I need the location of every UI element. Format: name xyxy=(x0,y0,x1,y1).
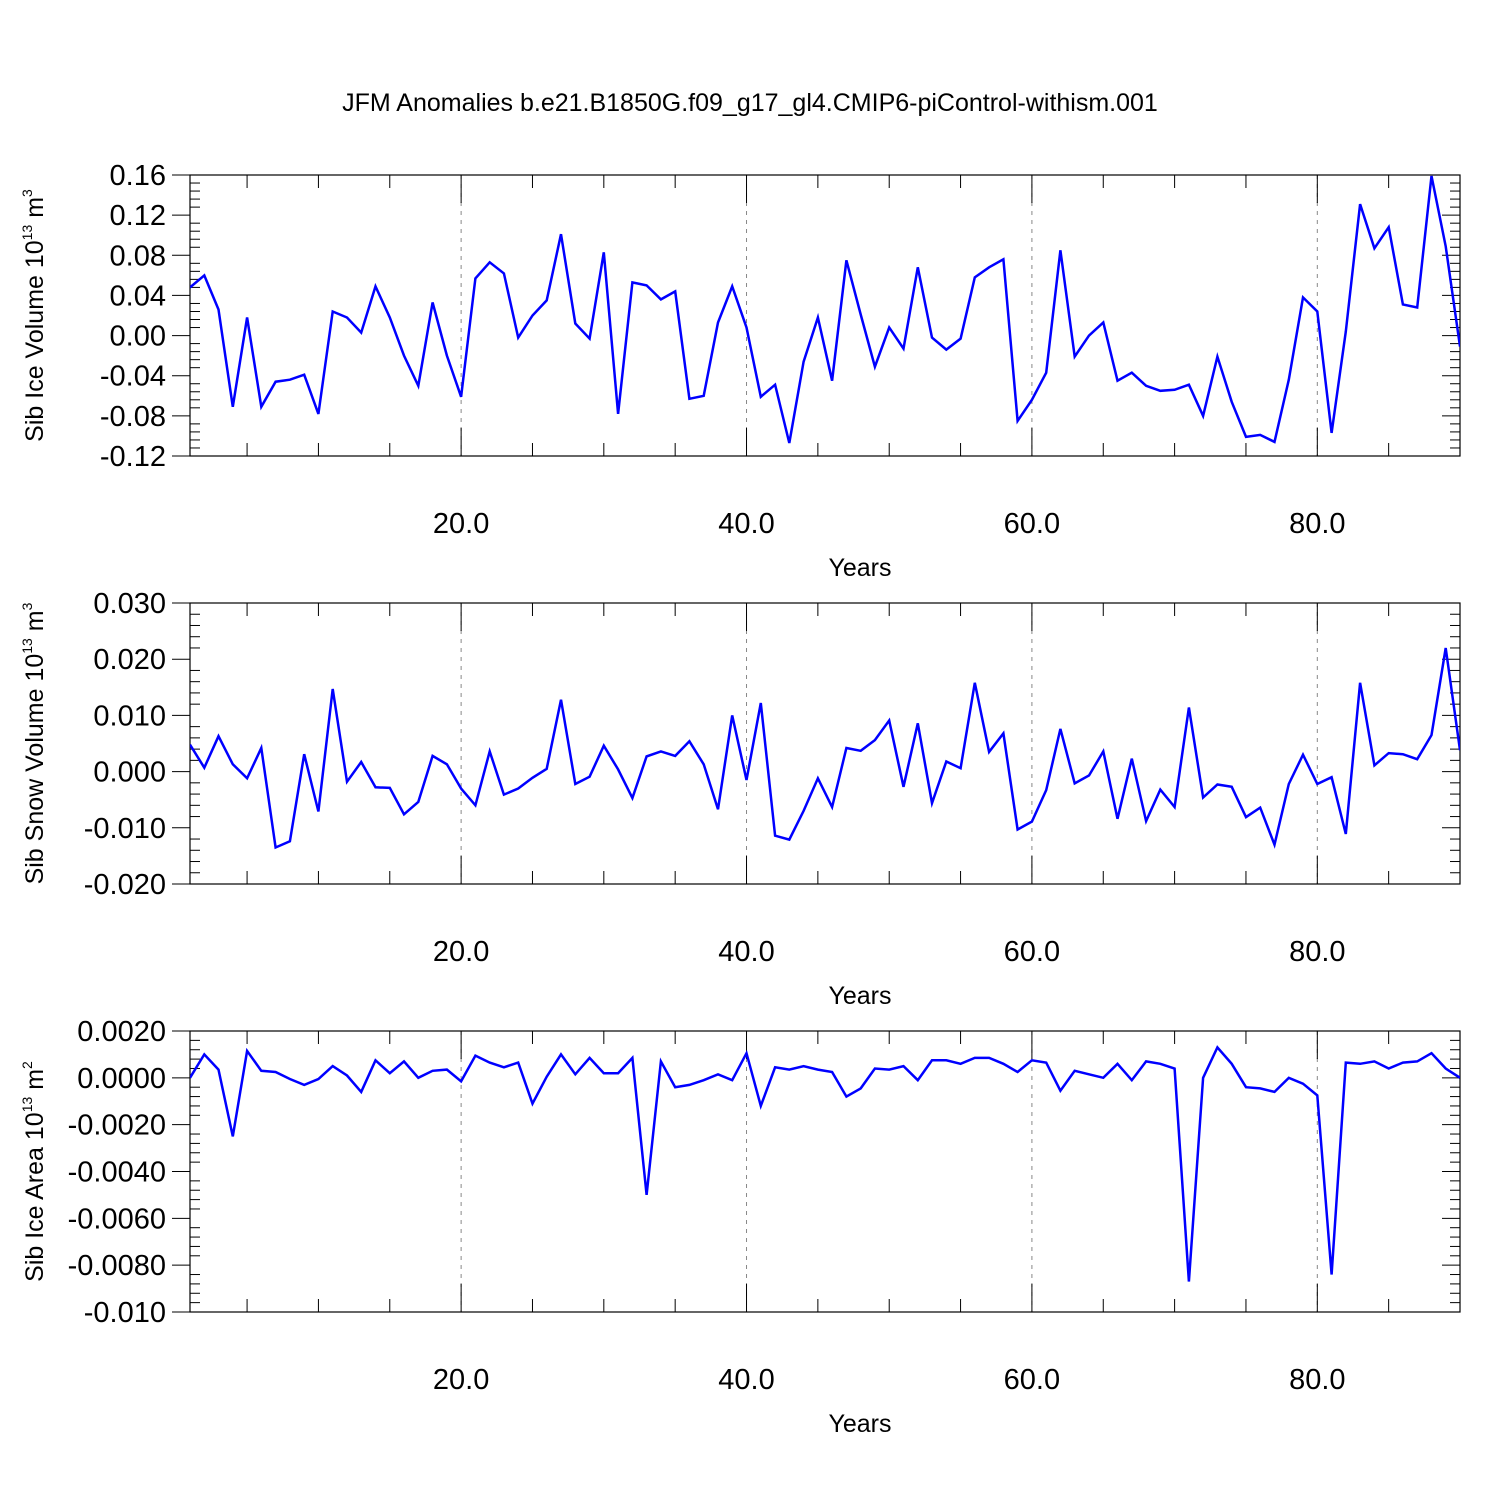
y-tick-label: 0.04 xyxy=(110,280,166,312)
x-tick-label: 80.0 xyxy=(1289,1364,1345,1396)
x-tick-label: 60.0 xyxy=(1004,1364,1060,1396)
y-tick-label: 0.00 xyxy=(110,321,166,353)
x-axis-label: Years xyxy=(828,554,891,582)
panel-3: 0.0020 0.0000 -0.0020 -0.0040 -0.0060 -0.0080… xyxy=(19,1016,1461,1438)
y-tick-label: 0.08 xyxy=(110,240,166,272)
y-tick-label: -0.08 xyxy=(100,401,166,433)
x-tick-label: 60.0 xyxy=(1004,508,1060,540)
y-tick-label: -0.020 xyxy=(84,869,166,901)
y-tick-label: -0.0040 xyxy=(68,1157,166,1189)
y-tick-label: 0.000 xyxy=(93,757,166,789)
series-line xyxy=(190,1045,1460,1282)
y-tick-label: 0.010 xyxy=(93,700,166,732)
x-axis-label: Years xyxy=(828,1410,891,1438)
series-line xyxy=(190,647,1460,850)
x-tick-label: 20.0 xyxy=(433,1364,489,1396)
panel-2: 0.030 0.020 0.010 0.000 -0.010 -0.020 20.0 40.0… xyxy=(19,588,1461,1010)
y-axis-label: Sib Ice Volume 1013 m3 xyxy=(19,189,49,442)
plot-frame xyxy=(189,174,1461,457)
y-tick-label: -0.0060 xyxy=(68,1203,166,1235)
x-tick-label: 80.0 xyxy=(1289,936,1345,968)
y-tick-label: 0.0000 xyxy=(77,1063,166,1095)
y-tick-label: -0.010 xyxy=(84,813,166,845)
y-tick-label: -0.010 xyxy=(84,1297,166,1329)
y-tick-label: -0.12 xyxy=(100,441,166,473)
y-axis-label: Sib Ice Area 1013 m2 xyxy=(19,1061,49,1282)
y-tick-label: -0.04 xyxy=(100,361,166,393)
panels: 0.16 0.12 0.08 0.04 0.00 -0.04 -0.08 -0.12 20.0 4… xyxy=(19,160,1461,1438)
y-tick-label: 0.0020 xyxy=(77,1016,166,1048)
y-tick-label: -0.0020 xyxy=(68,1110,166,1142)
series-line xyxy=(190,175,1460,444)
x-tick-label: 20.0 xyxy=(433,936,489,968)
x-tick-label: 20.0 xyxy=(433,508,489,540)
y-tick-label: 0.030 xyxy=(93,588,166,620)
plot-frame xyxy=(189,602,1461,885)
x-tick-label: 80.0 xyxy=(1289,508,1345,540)
x-tick-label: 40.0 xyxy=(718,936,774,968)
x-axis-label: Years xyxy=(828,982,891,1010)
y-tick-label: 0.16 xyxy=(110,160,166,192)
y-tick-label: -0.0080 xyxy=(68,1250,166,1282)
y-tick-label: 0.12 xyxy=(110,200,166,232)
y-tick-label: 0.020 xyxy=(93,644,166,676)
x-tick-label: 60.0 xyxy=(1004,936,1060,968)
x-tick-label: 40.0 xyxy=(718,1364,774,1396)
panel-1: 0.16 0.12 0.08 0.04 0.00 -0.04 -0.08 -0.12 20.0 4… xyxy=(19,160,1461,582)
plot-frame xyxy=(189,1030,1461,1313)
y-axis-label: Sib Snow Volume 1013 m3 xyxy=(19,602,49,884)
figure-title: JFM Anomalies b.e21.B1850G.f09_g17_gl4.C… xyxy=(342,89,1158,117)
x-tick-label: 40.0 xyxy=(718,508,774,540)
